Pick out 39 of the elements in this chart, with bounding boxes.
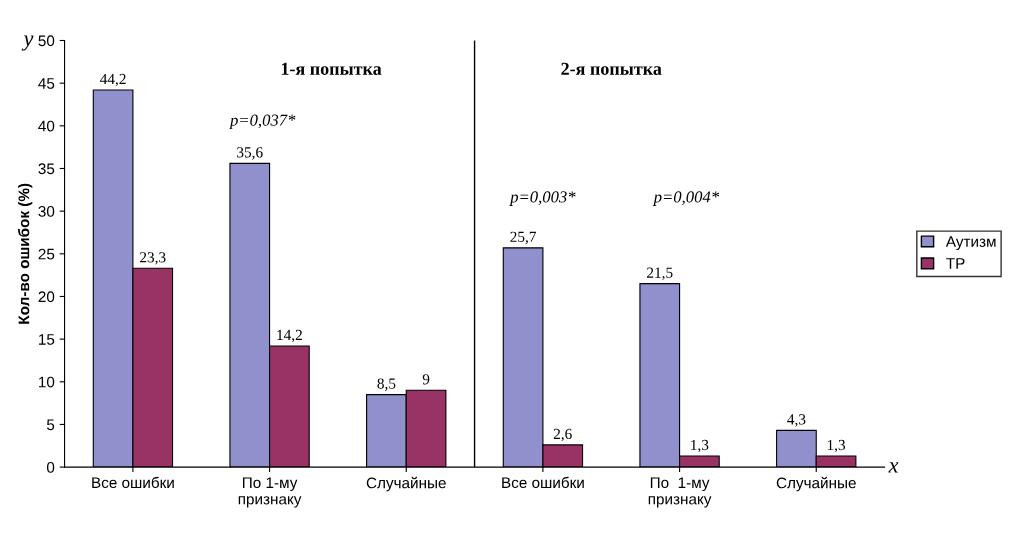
x-tick-label: Случайные (776, 476, 856, 492)
annotation: 1-я попытка (281, 62, 382, 75)
data-label: 1,3 (691, 439, 709, 453)
data-label: 25,7 (510, 231, 537, 245)
x-tick-label: По 1-му признаку (648, 477, 712, 508)
data-label: 1,3 (827, 439, 846, 453)
y-tick-label: 50 (38, 35, 55, 47)
data-label: 21,5 (647, 267, 673, 280)
annotation: p=0,003* (509, 191, 576, 206)
legend-label: Аутизм (945, 236, 996, 250)
x-tick-label: По 1-му признаку (238, 477, 302, 508)
y-tick-label: 15 (39, 334, 55, 345)
y-tick-label: 5 (46, 419, 55, 431)
y-tick-label: 30 (38, 206, 55, 217)
text: x (888, 462, 899, 473)
data-label: 35,6 (237, 147, 263, 160)
y-axis-title: Кол-во ошибок (%) (17, 183, 33, 324)
x-tick-label: Случайные (366, 476, 446, 492)
data-label: 8,5 (377, 378, 396, 391)
y-tick-label: 45 (38, 78, 55, 89)
legend-label: ТР (946, 258, 965, 269)
annotation: p=0,004* (652, 191, 720, 206)
data-label: 14,2 (277, 329, 302, 343)
data-label: 9 (422, 374, 430, 385)
y-tick-label: 35 (38, 163, 55, 175)
annotation: 2-я попытка (561, 62, 662, 75)
y-tick-label: 20 (38, 291, 55, 303)
data-label: 4,3 (787, 414, 806, 427)
y-tick-label: 10 (39, 376, 55, 388)
data-label: 23,3 (140, 252, 166, 265)
annotation: p=0,037* (229, 114, 296, 130)
data-label: 44,2 (100, 73, 126, 87)
x-tick-label: Все ошибки (502, 476, 584, 489)
y-tick-label: 25 (38, 248, 55, 260)
text: y (21, 35, 34, 51)
data-label: 2,6 (553, 428, 572, 442)
y-tick-label: 0 (46, 461, 55, 473)
x-tick-label: Все ошибки (92, 476, 174, 489)
y-tick-label: 40 (38, 120, 55, 132)
